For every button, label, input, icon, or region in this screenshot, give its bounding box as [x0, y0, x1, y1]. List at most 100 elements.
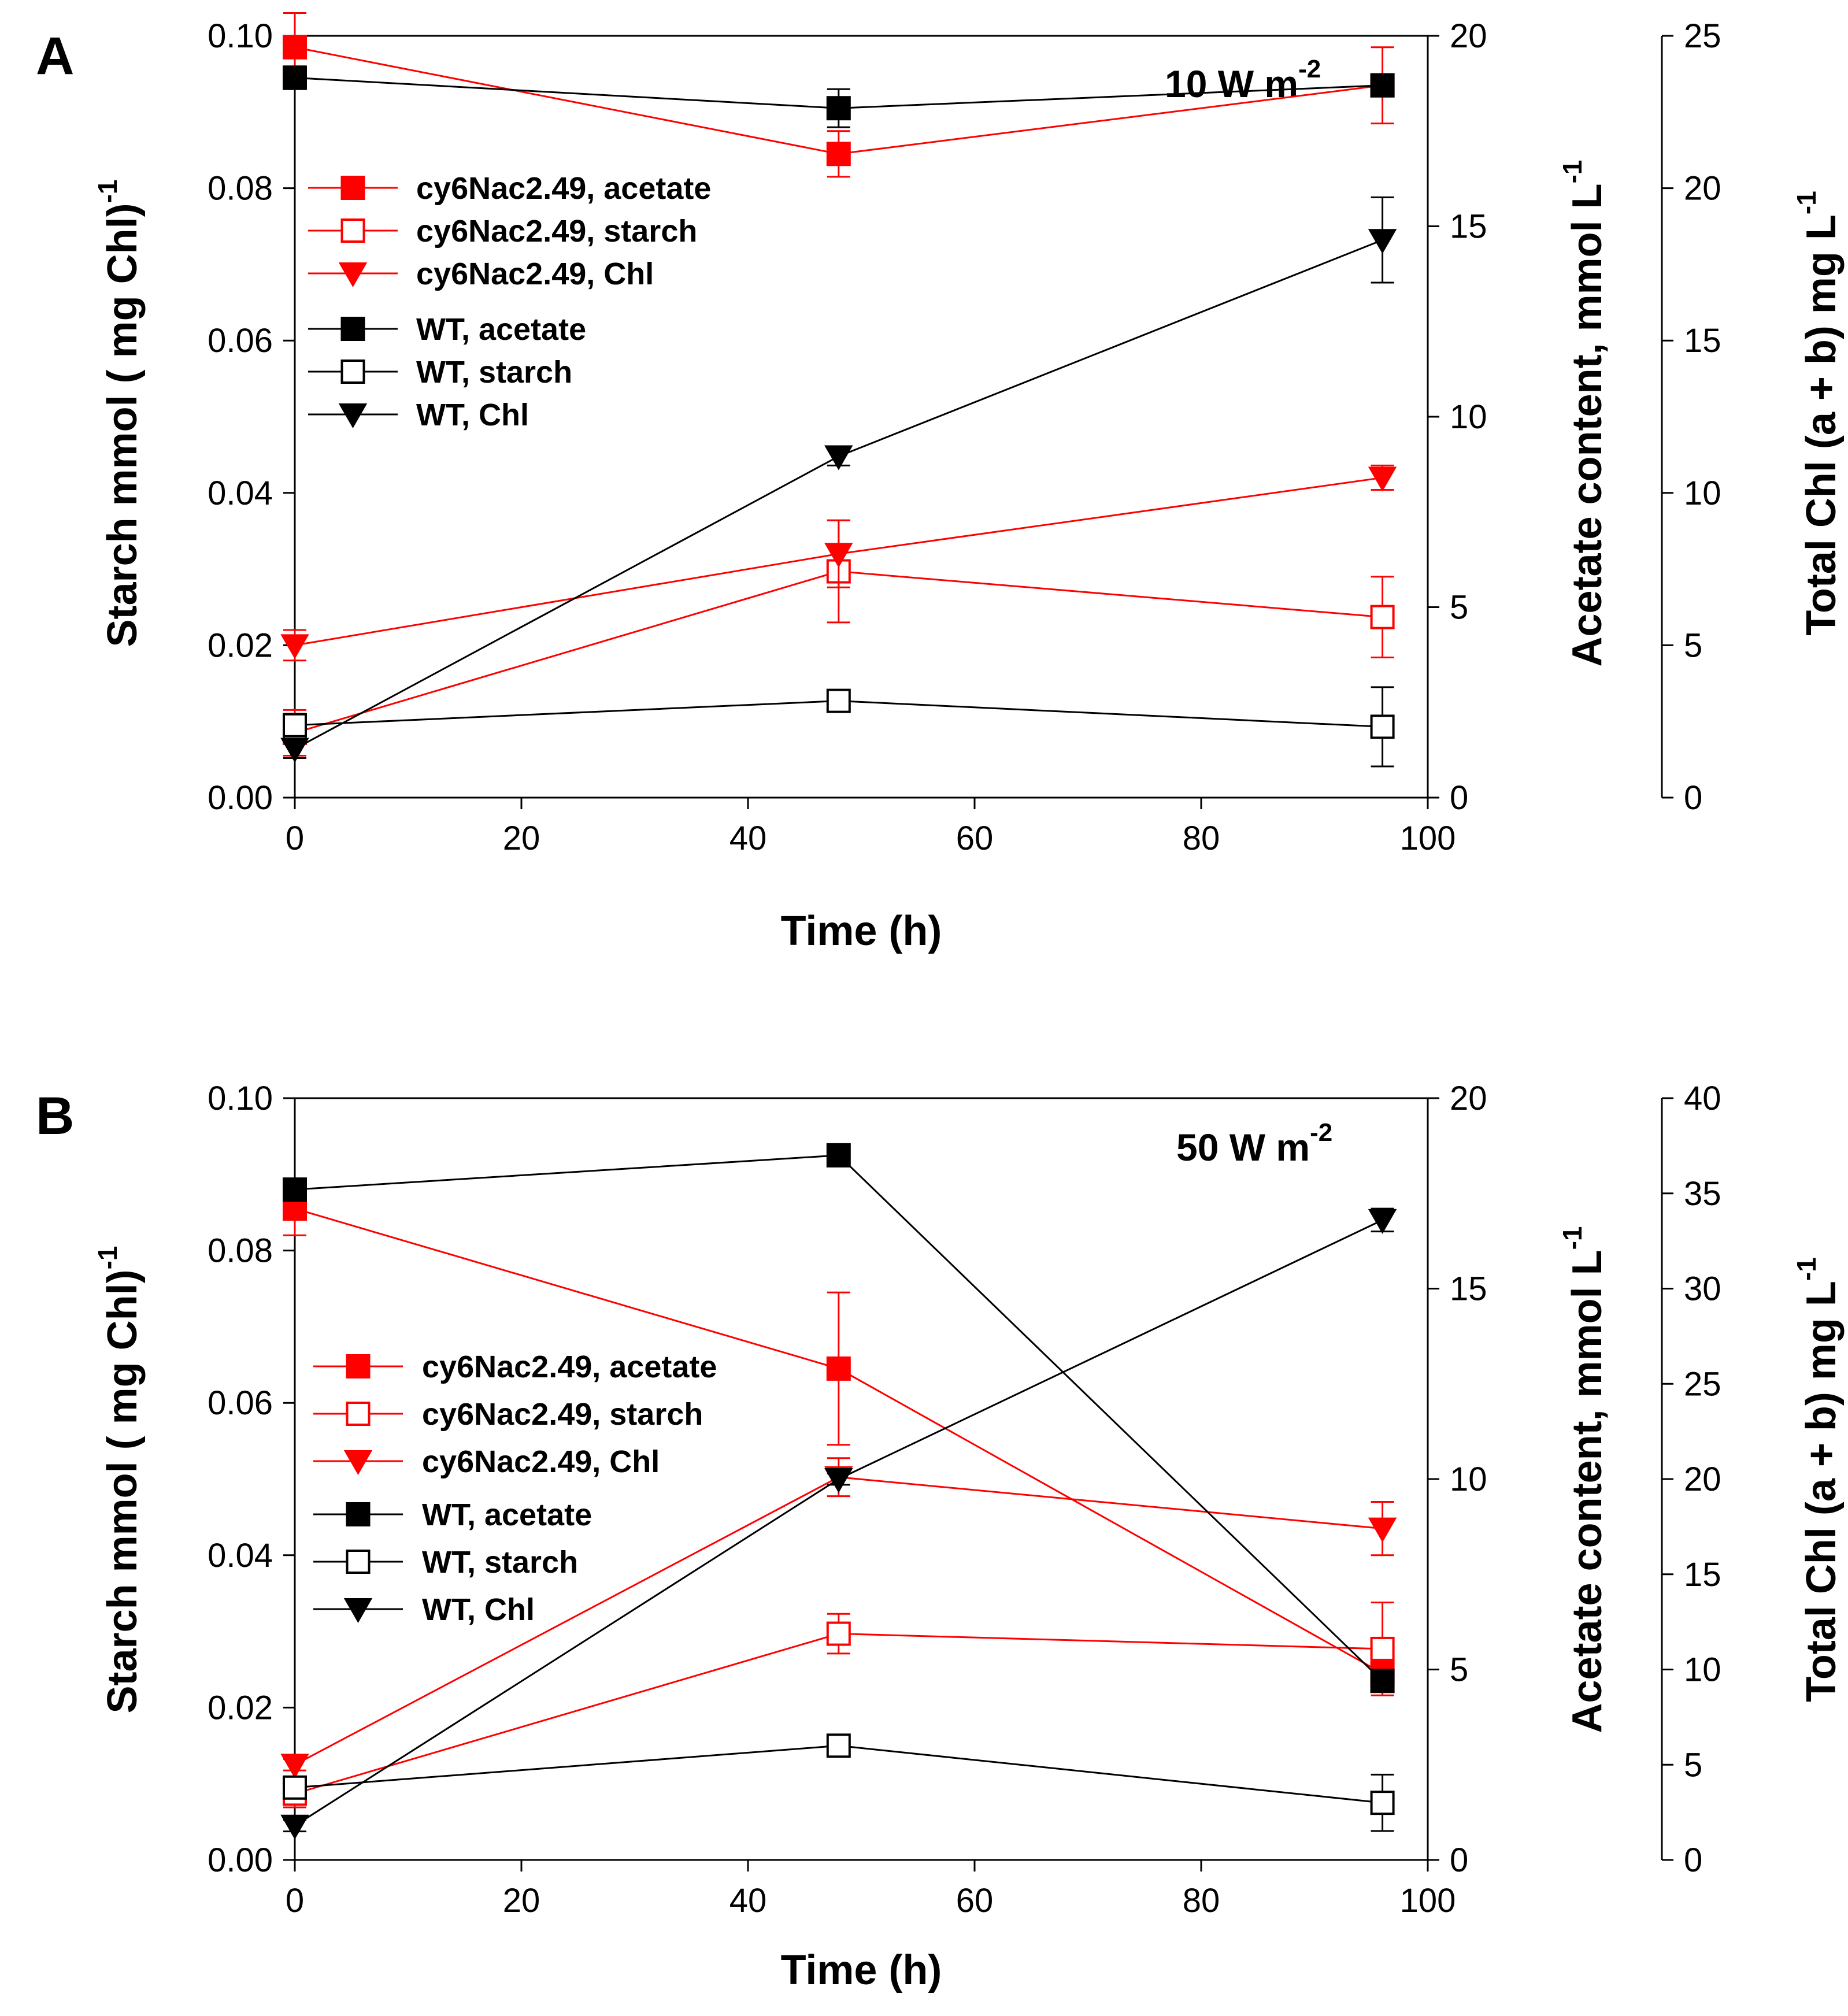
data-point: [280, 634, 309, 659]
x-tick-label: 60: [956, 820, 994, 857]
panel-b: B 50 W m-2 Time (h) Starch mmol ( mg Chl…: [36, 1080, 1845, 1993]
legend-marker: [338, 403, 368, 429]
data-point: [1368, 1517, 1397, 1543]
legend-marker: [340, 176, 365, 200]
data-point: [280, 1754, 309, 1779]
x-axis-label: Time (h): [781, 908, 942, 954]
y3-axis-label: Total Chl (a + b) mg L-1: [1791, 191, 1845, 636]
y-tick-label: 0.08: [208, 1232, 273, 1270]
data-point: [1368, 466, 1397, 492]
data-point: [826, 688, 851, 713]
y2-tick-label: 0: [1450, 779, 1468, 817]
data-point: [280, 738, 309, 763]
legend-label: WT, Chl: [416, 398, 529, 432]
light-intensity-annotation: 50 W m-2: [1176, 1118, 1332, 1169]
y3-tick-label: 15: [1684, 322, 1721, 360]
y-tick-label: 0.04: [208, 475, 273, 512]
y-tick-label: 0.02: [208, 627, 273, 664]
x-tick-label: 20: [503, 1882, 540, 1919]
legend-item: WT, acetate: [313, 1498, 592, 1532]
x-tick-label: 40: [729, 1882, 767, 1919]
y2-tick-label: 15: [1450, 208, 1487, 246]
series: [283, 1602, 1395, 1809]
legend-label: WT, Chl: [422, 1592, 535, 1627]
legend-label: cy6Nac2.49, starch: [422, 1397, 703, 1432]
legend-item: cy6Nac2.49, acetate: [308, 171, 711, 206]
data-point: [826, 142, 851, 166]
legend-marker: [340, 360, 365, 384]
panel-label: B: [36, 1087, 74, 1146]
legend-marker: [340, 218, 365, 243]
legend-item: cy6Nac2.49, starch: [308, 214, 697, 249]
y3-tick-label: 0: [1684, 779, 1702, 817]
y-tick-label: 0.06: [208, 322, 273, 360]
y3-tick-label: 5: [1684, 627, 1702, 664]
y-tick-label: 0.06: [208, 1384, 273, 1422]
data-point: [826, 96, 851, 121]
series: [280, 1207, 1397, 1840]
legend-label: cy6Nac2.49, Chl: [416, 257, 654, 291]
x-tick-label: 0: [286, 820, 304, 857]
y3-axis-label: Total Chl (a + b) mg L-1: [1791, 1257, 1845, 1702]
y3-tick-label: 25: [1684, 17, 1721, 55]
data-point: [826, 1143, 851, 1168]
legend-marker: [346, 1402, 371, 1426]
y-tick-label: 0.08: [208, 170, 273, 207]
x-tick-label: 20: [503, 820, 540, 857]
y2-tick-label: 20: [1450, 17, 1487, 55]
legend-item: cy6Nac2.49, Chl: [313, 1444, 660, 1479]
series-line: [294, 1633, 1383, 1795]
y3-tick-label: 40: [1684, 1080, 1721, 1117]
legend-label: WT, starch: [416, 355, 572, 390]
legend-item: WT, starch: [313, 1545, 578, 1580]
y3-tick-label: 20: [1684, 170, 1721, 207]
light-intensity-annotation: 10 W m-2: [1165, 55, 1321, 105]
y2-tick-label: 10: [1450, 398, 1487, 436]
x-tick-label: 0: [286, 1882, 304, 1919]
x-tick-label: 100: [1400, 1882, 1456, 1919]
data-point: [1368, 229, 1397, 254]
series: [280, 196, 1397, 763]
data-point: [1370, 605, 1395, 629]
data-point: [824, 1468, 853, 1494]
data-point: [1370, 73, 1395, 98]
legend-label: cy6Nac2.49, starch: [416, 214, 697, 249]
y-tick-label: 0.02: [208, 1689, 273, 1726]
y-tick-label: 0.04: [208, 1537, 273, 1574]
data-point: [283, 1775, 307, 1800]
y3-tick-label: 35: [1684, 1175, 1721, 1213]
x-axis-label: Time (h): [781, 1947, 942, 1993]
data-point: [826, 1356, 851, 1381]
data-point: [826, 1733, 851, 1758]
legend-marker: [346, 1550, 371, 1574]
y2-tick-label: 10: [1450, 1461, 1487, 1498]
series: [280, 464, 1397, 662]
y2-tick-label: 0: [1450, 1841, 1468, 1879]
y-tick-label: 0.10: [208, 1080, 273, 1117]
series: [283, 1733, 1395, 1832]
legend-item: cy6Nac2.49, starch: [313, 1397, 703, 1432]
legend-label: WT, starch: [422, 1545, 578, 1580]
y-tick-label: 0.00: [208, 779, 273, 817]
legend-item: WT, Chl: [313, 1592, 535, 1627]
legend-item: WT, Chl: [308, 398, 529, 432]
axes: 0 20 40 60 80 1000.000.020.040.060.080.100510…: [208, 17, 1721, 857]
data-point: [1370, 1791, 1395, 1815]
data-point: [280, 1814, 309, 1840]
legend-label: WT, acetate: [416, 312, 586, 347]
legend-item: cy6Nac2.49, acetate: [313, 1350, 717, 1384]
legend-marker: [346, 1502, 371, 1526]
y2-tick-label: 5: [1450, 1651, 1468, 1689]
y-tick-label: 0.10: [208, 17, 273, 55]
data-point: [283, 65, 307, 90]
y3-tick-label: 20: [1684, 1461, 1721, 1498]
y2-tick-label: 15: [1450, 1270, 1487, 1308]
legend-item: WT, starch: [308, 355, 572, 390]
legend-item: WT, acetate: [308, 312, 586, 347]
legend-marker: [338, 262, 368, 288]
y-tick-label: 0.00: [208, 1841, 273, 1879]
x-tick-label: 80: [1183, 820, 1220, 857]
x-tick-label: 40: [729, 820, 767, 857]
data-point: [283, 713, 307, 738]
